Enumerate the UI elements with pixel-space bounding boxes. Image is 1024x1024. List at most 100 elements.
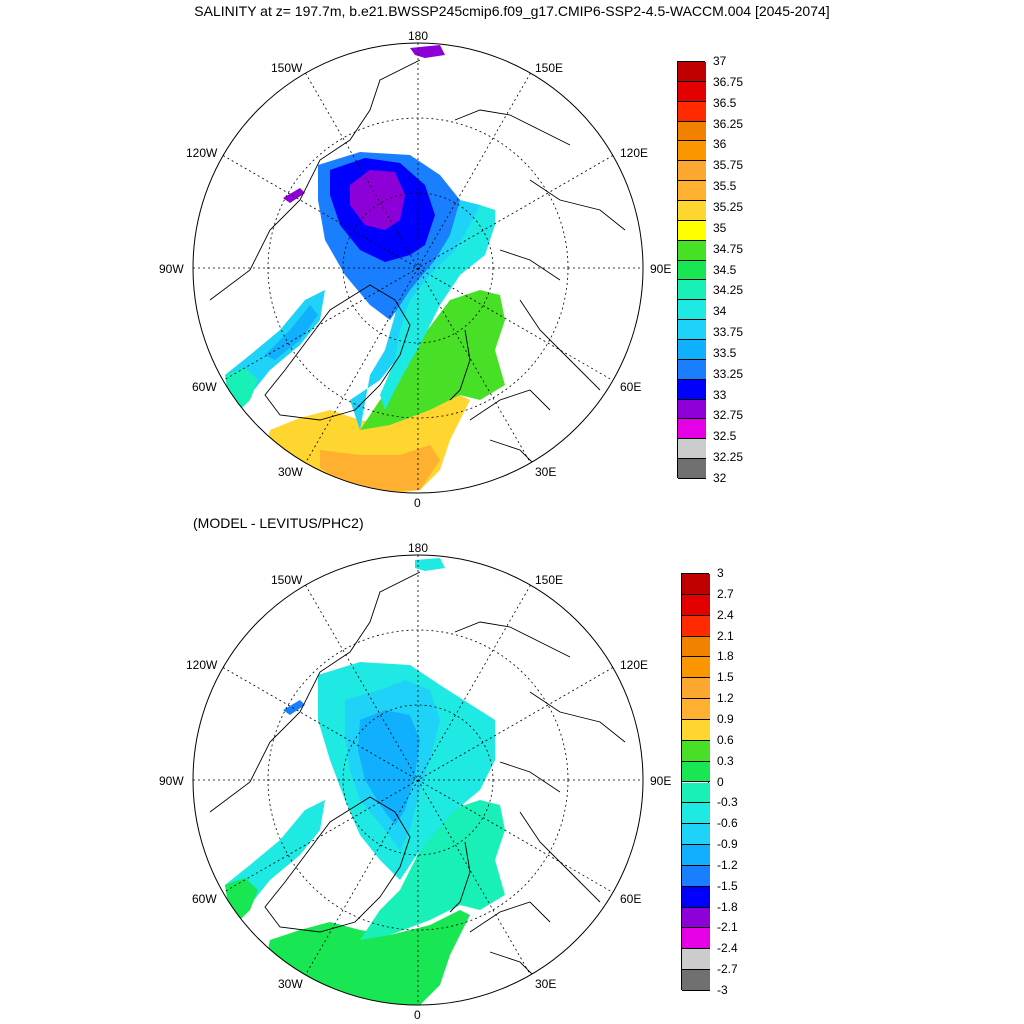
colorbar-tick-label: 34.25 — [713, 283, 744, 298]
top-lon-label-150w: 150W — [271, 61, 303, 75]
colorbar-tick-label: -2.7 — [717, 962, 738, 977]
colorbar-tick-label: 33.25 — [713, 366, 744, 381]
colorbar-tick-label: 34.75 — [713, 241, 744, 256]
colorbar-tick-label: 32.5 — [713, 429, 737, 444]
colorbar-swatch — [682, 845, 710, 866]
bottom-lon-label-30w: 30W — [278, 977, 303, 991]
colorbar-swatch — [678, 181, 706, 201]
bottom-lon-label-120w: 120W — [186, 658, 218, 672]
colorbar-swatch — [682, 949, 710, 971]
colorbar-swatch — [678, 439, 706, 460]
bottom-lon-label-60e: 60E — [620, 892, 642, 906]
bottom-lon-label-180: 180 — [408, 541, 429, 555]
colorbar-swatch — [682, 928, 710, 950]
colorbar-tick-label: 32.25 — [713, 450, 744, 465]
colorbar-tick-label: 1.5 — [717, 670, 734, 685]
coastlines-bottom — [209, 571, 626, 983]
nordic-core-fill — [320, 445, 440, 492]
eurasian-basin-cyan — [380, 205, 495, 410]
colorbar-tick-label: -3 — [717, 983, 728, 997]
colorbar-tick-label: 0 — [717, 774, 724, 789]
colorbar-tick-label: -0.3 — [717, 795, 738, 810]
bottom-lon-label-90w: 90W — [159, 774, 184, 788]
colorbar-tick-label: 34 — [713, 304, 727, 319]
barents-green-fill — [360, 290, 505, 430]
colorbar-tick-label: 35.25 — [713, 199, 744, 214]
top-lon-label-90e: 90E — [650, 262, 672, 276]
colorbar-swatch — [682, 907, 710, 929]
top-graticule — [193, 43, 643, 493]
colorbar-swatch — [678, 240, 706, 261]
colorbar-swatch — [678, 220, 706, 241]
bottom-lon-label-60w: 60W — [192, 892, 217, 906]
colorbar-swatch — [682, 970, 710, 991]
beaufort-patch — [283, 188, 305, 203]
colorbar-tick-label: -0.6 — [717, 816, 738, 831]
colorbar-swatch — [682, 761, 710, 783]
colorbar-tick-label: 36 — [713, 137, 727, 152]
top-lon-label-180: 180 — [408, 29, 429, 43]
top-lon-label-120w: 120W — [186, 146, 218, 160]
colorbar-tick-label: 32 — [713, 471, 727, 485]
colorbar-swatch — [678, 121, 706, 142]
top-lon-label-0: 0 — [414, 496, 421, 510]
colorbar-swatch — [682, 678, 710, 700]
bottom-map-border — [192, 554, 644, 1006]
bering-patch — [410, 45, 445, 58]
bottom-lon-label-150e: 150E — [535, 573, 564, 587]
baffin-inner-fill — [265, 305, 318, 360]
top-lon-label-30e: 30E — [535, 465, 557, 479]
colorbar-tick-label: 35.5 — [713, 179, 737, 194]
colorbar-swatch — [678, 419, 706, 440]
bottom-lon-label-120e: 120E — [620, 658, 649, 672]
colorbar-tick-label: 0.6 — [717, 732, 734, 747]
colorbar-tick-label: -1.5 — [717, 878, 738, 893]
top-lon-label-60w: 60W — [192, 380, 217, 394]
colorbar-tick-label: 32.75 — [713, 408, 744, 423]
canada-basin-32-75 — [350, 170, 405, 230]
colorbar-swatch — [682, 824, 710, 846]
colorbar-swatch — [678, 300, 706, 321]
colorbar-swatch — [678, 201, 706, 221]
colorbar-tick-label: 35 — [713, 220, 727, 235]
colorbar-tick-label: -1.8 — [717, 899, 738, 914]
colorbar-tick-label: -2.1 — [717, 920, 738, 935]
colorbar-swatch — [682, 657, 710, 679]
colorbar-swatch — [678, 399, 706, 420]
colorbar-swatch — [678, 359, 706, 380]
colorbar-swatch — [682, 699, 710, 720]
bottom-graticule — [193, 555, 643, 1005]
colorbar-tick-label: -1.2 — [717, 857, 738, 872]
colorbar-tick-label: 36.25 — [713, 116, 744, 131]
colorbar-swatch — [678, 141, 706, 162]
colorbar-tick-label: 33.5 — [713, 345, 737, 360]
colorbar-tick-label: -2.4 — [717, 941, 738, 956]
colorbar-tick-label: 3 — [717, 566, 724, 580]
salinity-map — [209, 45, 626, 493]
colorbar-swatch — [682, 594, 710, 616]
colorbar-tick-label: 33.75 — [713, 325, 744, 340]
colorbar-swatch — [678, 62, 706, 82]
bottom-lon-label-90e: 90E — [650, 774, 672, 788]
colorbar-swatch — [682, 636, 710, 658]
bering-diff-patch — [415, 558, 445, 571]
colorbar-swatch — [678, 260, 706, 281]
colorbar-tick-label: 1.2 — [717, 691, 734, 706]
colorbar-tick-label: 2.7 — [717, 586, 734, 601]
colorbar-tick-label: 35.75 — [713, 158, 744, 173]
bottom-lon-label-150w: 150W — [271, 573, 303, 587]
colorbar-tick-label: 2.1 — [717, 628, 734, 643]
top-map-border — [192, 42, 644, 494]
colorbar-swatch — [678, 81, 706, 102]
top-lon-label-120e: 120E — [620, 146, 649, 160]
basin-diff-core — [358, 710, 420, 825]
bottom-lon-label-0: 0 — [414, 1008, 421, 1022]
colorbar-swatch — [678, 340, 706, 360]
top-lon-label-60e: 60E — [620, 380, 642, 394]
difference-subtitle: (MODEL - LEVITUS/PHC2) — [193, 515, 364, 531]
colorbar-swatch — [678, 320, 706, 340]
colorbar-tick-label: 2.4 — [717, 607, 734, 622]
colorbar-swatch — [682, 615, 710, 637]
colorbar-tick-label: 34.5 — [713, 262, 737, 277]
